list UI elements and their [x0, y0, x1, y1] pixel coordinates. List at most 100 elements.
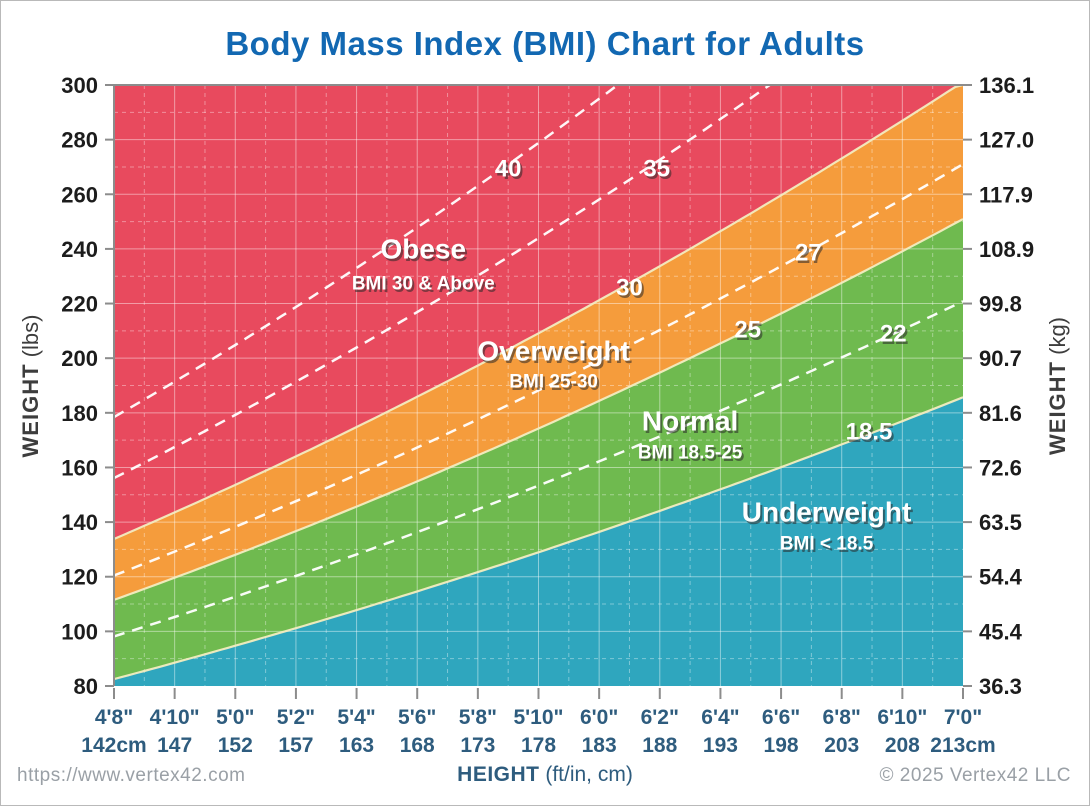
region-sublabel-normal: BMI 18.5-25 [638, 442, 743, 463]
isoline-label-35: 35 [643, 156, 670, 183]
region-obese [114, 85, 963, 539]
ytick-label-kg: 45.4 [979, 619, 1023, 644]
region-sublabel-overweight-shadow: BMI 25-30 [511, 374, 600, 395]
xtick-label-cm: 188 [642, 734, 677, 757]
isoline-label-22: 22 [880, 321, 907, 348]
region-sublabel-underweight-shadow: BMI < 18.5 [782, 536, 876, 557]
ytick-label-lbs: 240 [61, 237, 98, 262]
xtick-label-ftin: 7'0" [944, 706, 982, 729]
xtick-label-ftin: 6'0" [580, 706, 618, 729]
region-label-underweight: Underweight [742, 496, 912, 527]
ytick-label-kg: 127.0 [979, 128, 1034, 153]
xtick-label-cm: 168 [400, 734, 435, 757]
ytick-label-lbs: 200 [61, 346, 98, 371]
plot-area [114, 85, 963, 686]
xtick-label-cm: 142cm [81, 734, 146, 757]
region-sublabel-obese-shadow: BMI 30 & Above [354, 276, 497, 297]
source-url: https://www.vertex42.com [17, 765, 246, 786]
region-sublabel-overweight: BMI 25-30 [509, 372, 598, 393]
ytick-label-kg: 72.6 [979, 455, 1022, 480]
isoline-label-22-shadow: 22 [882, 323, 909, 350]
chart-title: Body Mass Index (BMI) Chart for Adults [225, 25, 865, 62]
isoline-label-40: 40 [495, 156, 522, 183]
isoline-bmi-27 [114, 163, 963, 577]
xtick-label-cm: 152 [218, 734, 253, 757]
boundary-label-30-shadow: 30 [618, 277, 645, 304]
xtick-label-ftin: 4'8" [95, 706, 133, 729]
ytick-label-lbs: 160 [61, 455, 98, 480]
xtick-label-ftin: 6'10" [877, 706, 927, 729]
xtick-label-ftin: 5'2" [277, 706, 315, 729]
ytick-label-kg: 117.9 [979, 182, 1033, 207]
isoline-bmi-35 [114, 85, 772, 480]
boundary-label-30: 30 [616, 274, 643, 301]
boundary-label-18.5-shadow: 18.5 [848, 421, 895, 448]
ytick-label-lbs: 260 [61, 182, 98, 207]
bottom-axis-title-bold: HEIGHT [457, 763, 540, 786]
ytick-label-kg: 136.1 [979, 73, 1034, 98]
xtick-label-cm: 213cm [930, 734, 995, 757]
xtick-label-cm: 163 [339, 734, 374, 757]
region-underweight [114, 397, 963, 686]
ytick-label-kg: 54.4 [979, 565, 1023, 590]
boundary-bmi-30 [114, 85, 963, 541]
xtick-label-cm: 208 [885, 734, 920, 757]
ytick-label-lbs: 140 [61, 510, 98, 535]
region-sublabel-obese: BMI 30 & Above [352, 273, 495, 294]
isoline-label-27-shadow: 27 [797, 242, 824, 269]
isoline-label-27: 27 [795, 240, 822, 267]
isoline-label-40-shadow: 40 [497, 158, 524, 185]
ytick-label-lbs: 120 [61, 565, 98, 590]
xtick-label-ftin: 5'0" [216, 706, 254, 729]
boundary-bmi-18.5 [114, 396, 963, 681]
xtick-label-cm: 157 [278, 734, 313, 757]
xtick-label-ftin: 5'4" [337, 706, 375, 729]
xtick-label-cm: 147 [157, 734, 192, 757]
ytick-label-kg: 90.7 [979, 346, 1022, 371]
xtick-label-cm: 183 [582, 734, 617, 757]
xtick-label-ftin: 6'4" [701, 706, 739, 729]
xtick-label-ftin: 5'6" [398, 706, 436, 729]
region-label-obese-shadow: Obese [382, 236, 468, 267]
ytick-label-lbs: 300 [61, 73, 98, 98]
xtick-label-ftin: 5'10" [514, 706, 564, 729]
boundary-label-25: 25 [734, 317, 761, 344]
ytick-label-kg: 99.8 [979, 292, 1022, 317]
xtick-label-cm: 173 [460, 734, 495, 757]
ytick-label-kg: 36.3 [979, 674, 1022, 699]
region-label-underweight-shadow: Underweight [744, 499, 914, 530]
xtick-label-ftin: 6'2" [641, 706, 679, 729]
xtick-label-cm: 198 [764, 734, 799, 757]
ytick-label-kg: 108.9 [979, 237, 1034, 262]
region-sublabel-underweight: BMI < 18.5 [780, 533, 874, 554]
boundary-label-25-shadow: 25 [736, 319, 763, 346]
xtick-label-cm: 193 [703, 734, 738, 757]
region-normal [114, 219, 963, 680]
xtick-label-cm: 178 [521, 734, 556, 757]
ytick-label-lbs: 280 [61, 128, 98, 153]
ytick-label-kg: 81.6 [979, 401, 1022, 426]
region-label-overweight-shadow: Overweight [479, 338, 631, 369]
bottom-axis-title-units: (ft/in, cm) [539, 763, 633, 786]
region-sublabel-normal-shadow: BMI 18.5-25 [640, 445, 745, 466]
xtick-label-ftin: 6'6" [762, 706, 800, 729]
region-label-normal-shadow: Normal [644, 408, 740, 439]
xtick-label-ftin: 5'8" [459, 706, 497, 729]
ytick-label-kg: 63.5 [979, 510, 1022, 535]
isoline-label-35-shadow: 35 [645, 158, 672, 185]
xtick-label-ftin: 6'8" [823, 706, 861, 729]
xtick-label-ftin: 4'10" [150, 706, 200, 729]
ytick-label-lbs: 220 [61, 292, 98, 317]
xtick-label-cm: 203 [824, 734, 859, 757]
boundary-label-18.5: 18.5 [846, 418, 893, 445]
ytick-label-lbs: 100 [61, 619, 98, 644]
region-label-overweight: Overweight [477, 336, 629, 367]
region-label-obese: Obese [380, 233, 466, 264]
ytick-label-lbs: 180 [61, 401, 98, 426]
bottom-axis-title: HEIGHT (ft/in, cm) [1, 763, 1089, 787]
ytick-label-lbs: 80 [74, 674, 98, 699]
boundary-bmi-25 [114, 218, 963, 601]
copyright: © 2025 Vertex42 LLC [879, 765, 1071, 786]
region-label-normal: Normal [642, 406, 738, 437]
